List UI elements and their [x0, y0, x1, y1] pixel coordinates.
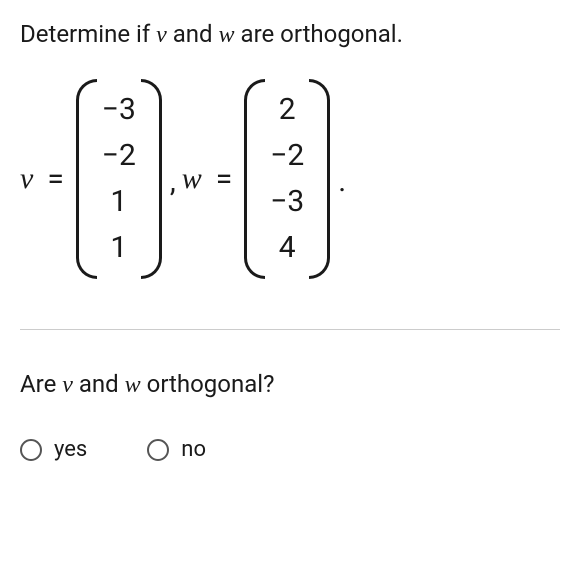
- vector-v-entry: −3: [102, 92, 136, 128]
- vector-w-entry: 2: [270, 92, 304, 128]
- vector-v-label: v: [20, 162, 33, 196]
- instruction-var-w: w: [219, 22, 235, 48]
- question-suffix: orthogonal?: [141, 370, 275, 398]
- section-divider: [20, 329, 560, 330]
- radio-options: yes no: [20, 437, 560, 462]
- vector-v-entry: 1: [102, 230, 136, 266]
- left-paren-icon: [240, 79, 262, 279]
- instruction-text: Determine if v and w are orthogonal.: [20, 20, 560, 49]
- option-no[interactable]: no: [147, 437, 206, 462]
- question-mid: and: [73, 370, 125, 398]
- vector-v-parens: −3 −2 1 1: [72, 79, 166, 279]
- instruction-prefix: Determine if: [20, 20, 156, 48]
- instruction-mid: and: [167, 20, 219, 48]
- question-text: Are v and w orthogonal?: [20, 370, 560, 399]
- period: .: [338, 164, 346, 279]
- vector-w-entry: −2: [270, 138, 304, 174]
- question-var-w: w: [125, 372, 141, 398]
- left-paren-icon: [72, 79, 94, 279]
- equals-sign-v: =: [47, 162, 63, 197]
- option-yes[interactable]: yes: [20, 437, 87, 462]
- vector-w-entry: 4: [270, 230, 304, 266]
- option-yes-label: yes: [54, 437, 87, 462]
- question-prefix: Are: [20, 370, 62, 398]
- vector-w-entry: −3: [270, 184, 304, 220]
- option-no-label: no: [181, 437, 206, 462]
- comma: ,: [170, 164, 176, 279]
- vector-w-parens: 2 −2 −3 4: [240, 79, 334, 279]
- vector-w-label: w: [182, 162, 202, 196]
- instruction-suffix: are orthogonal.: [235, 20, 403, 48]
- question-var-v: v: [62, 372, 73, 398]
- vector-w-column: 2 −2 −3 4: [262, 79, 312, 279]
- vector-v-column: −3 −2 1 1: [94, 79, 144, 279]
- equals-sign-w: =: [216, 162, 232, 197]
- radio-icon: [147, 439, 169, 461]
- right-paren-icon: [144, 79, 166, 279]
- vectors-display: v = −3 −2 1 1 , w = 2 −2 −3 4 .: [20, 79, 560, 279]
- instruction-var-v: v: [156, 22, 167, 48]
- vector-v-entry: 1: [102, 184, 136, 220]
- radio-icon: [20, 439, 42, 461]
- right-paren-icon: [312, 79, 334, 279]
- vector-v-entry: −2: [102, 138, 136, 174]
